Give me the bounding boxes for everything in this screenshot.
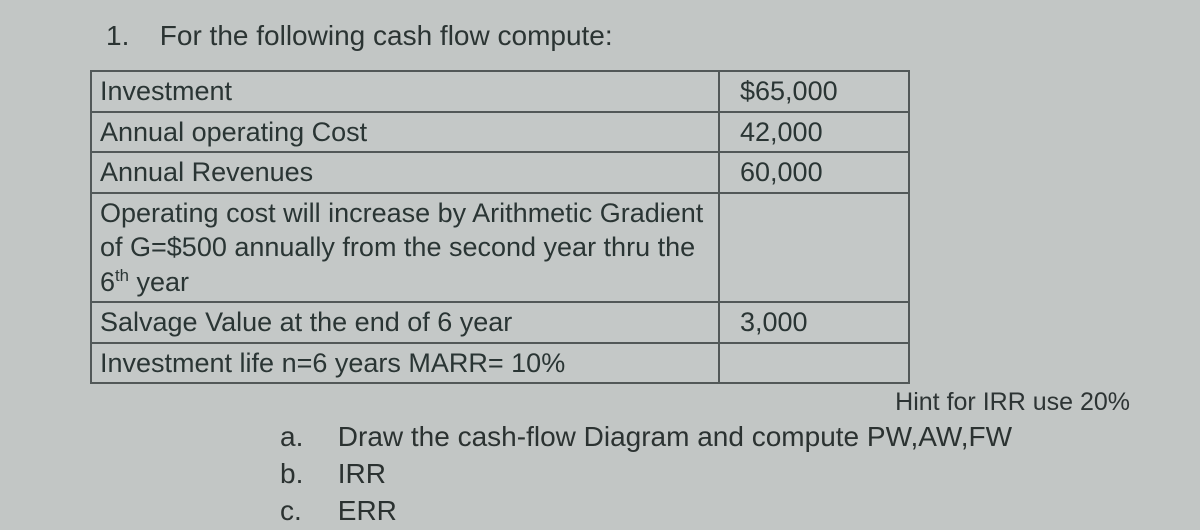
subpart-text: Draw the cash-flow Diagram and compute P… <box>338 421 1012 452</box>
table-row: Investment life n=6 years MARR= 10% <box>91 343 909 384</box>
table-row: Annual operating Cost 42,000 <box>91 112 909 153</box>
table-row: Operating cost will increase by Arithmet… <box>91 193 909 303</box>
table-value: 42,000 <box>719 112 909 153</box>
table-value: $65,000 <box>719 71 909 112</box>
subpart-letter: b. <box>280 456 330 493</box>
subpart-row: b. IRR <box>280 456 1130 493</box>
table-label: Annual Revenues <box>91 152 719 193</box>
table-value: 3,000 <box>719 302 909 343</box>
cashflow-table: Investment $65,000 Annual operating Cost… <box>90 70 910 384</box>
subpart-letter: a. <box>280 419 330 456</box>
question-text: For the following cash flow compute: <box>160 20 613 51</box>
table-label: Annual operating Cost <box>91 112 719 153</box>
table-label: Investment life n=6 years MARR= 10% <box>91 343 719 384</box>
table-value <box>719 193 909 303</box>
subparts: a. Draw the cash-flow Diagram and comput… <box>280 419 1130 530</box>
subpart-letter: c. <box>280 493 330 530</box>
hint-text: Hint for IRR use 20% <box>90 388 1130 417</box>
question-line: 1. For the following cash flow compute: <box>90 20 1130 52</box>
table-row: Salvage Value at the end of 6 year 3,000 <box>91 302 909 343</box>
subpart-row: c. ERR <box>280 493 1130 530</box>
table-value <box>719 343 909 384</box>
table-row: Annual Revenues 60,000 <box>91 152 909 193</box>
table-label: Salvage Value at the end of 6 year <box>91 302 719 343</box>
subpart-text: IRR <box>338 458 386 489</box>
subpart-row: a. Draw the cash-flow Diagram and comput… <box>280 419 1130 456</box>
table-row: Investment $65,000 <box>91 71 909 112</box>
question-number: 1. <box>106 20 152 52</box>
table-label: Investment <box>91 71 719 112</box>
table-value: 60,000 <box>719 152 909 193</box>
table-label: Operating cost will increase by Arithmet… <box>91 193 719 303</box>
subpart-text: ERR <box>338 495 397 526</box>
